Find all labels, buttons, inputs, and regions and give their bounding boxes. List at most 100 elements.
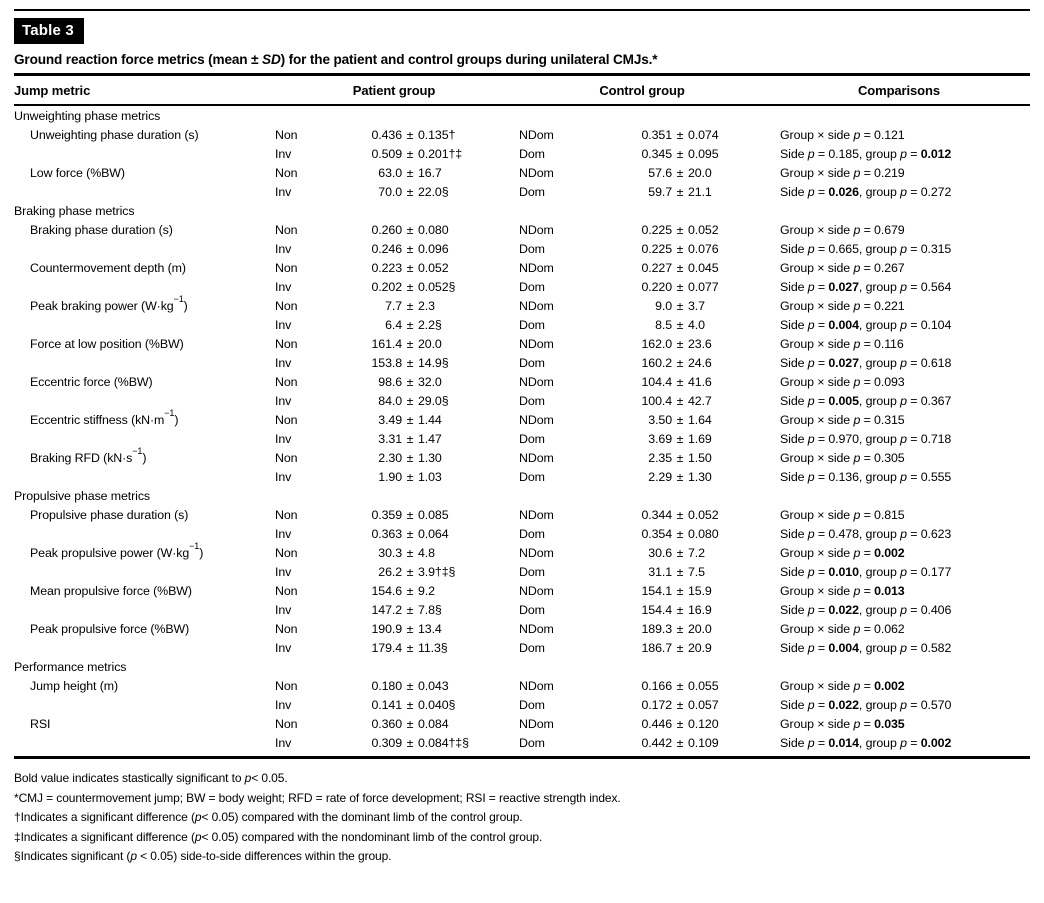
patient-value-cell: 0.360 ±0.084 <box>346 717 516 731</box>
value-sd: 24.6 <box>688 355 712 370</box>
patient-side-label: Inv <box>275 697 292 712</box>
value-mean: 0.246 <box>371 241 402 256</box>
patient-value-cell: 0.246 ±0.096 <box>346 242 516 256</box>
table-page: Table 3 Ground reaction force metrics (m… <box>0 9 1044 867</box>
metric-name: Eccentric stiffness (kN·m−1) <box>30 408 179 428</box>
value-sd: 1.30 <box>418 450 442 465</box>
control-side-label: Dom <box>519 697 545 712</box>
patient-value-cell: 161.4 ±20.0 <box>346 337 516 351</box>
plus-minus: ± <box>676 146 684 161</box>
control-side-label: Dom <box>519 241 545 256</box>
control-side-label: NDom <box>519 336 554 351</box>
metric-name: Braking phase duration (s) <box>30 222 173 237</box>
control-value-cell: 3.50 ±1.64 <box>608 413 768 427</box>
header-top-rule <box>14 73 1030 76</box>
patient-value-cell: 3.31 ±1.47 <box>346 432 516 446</box>
comparison-cell: Group × side p = 0.267 <box>780 260 905 275</box>
value-mean: 31.1 <box>648 564 672 579</box>
metric-name: Mean propulsive force (%BW) <box>30 583 192 598</box>
patient-value-cell: 0.180 ±0.043 <box>346 679 516 693</box>
value-mean: 3.49 <box>378 412 402 427</box>
value-sd: 0.120 <box>688 716 719 731</box>
comparison-cell: Side p = 0.665, group p = 0.315 <box>780 241 952 256</box>
plus-minus: ± <box>406 393 414 408</box>
value-sd: 20.0 <box>418 336 442 351</box>
plus-minus: ± <box>406 678 414 693</box>
control-side-label: Dom <box>519 469 545 484</box>
plus-minus: ± <box>676 184 684 199</box>
patient-side-label: Inv <box>275 317 292 332</box>
value-mean: 30.6 <box>648 545 672 560</box>
section-name: Performance metrics <box>14 659 127 674</box>
table-row: Inv 153.8 ±14.9§ Dom 160.2 ±24.6 Side p = 0.02… <box>14 353 1030 372</box>
metric-name: Peak propulsive power (W·kg−1) <box>30 541 204 561</box>
patient-value-cell: 7.7 ±2.3 <box>346 299 516 313</box>
patient-side-label: Inv <box>275 241 292 256</box>
value-sd: 1.30 <box>688 469 712 484</box>
table-row: RSI Non 0.360 ±0.084 NDom 0.446 ±0.120 Group × … <box>14 714 1030 733</box>
patient-side-label: Non <box>275 678 298 693</box>
table-row: Unweighting phase duration (s) Non 0.436 ±0… <box>14 125 1030 144</box>
value-sd: 0.064 <box>418 526 449 541</box>
control-side-label: Dom <box>519 317 545 332</box>
value-mean: 30.3 <box>378 545 402 560</box>
patient-side-label: Non <box>275 621 298 636</box>
value-sd: 0.077 <box>688 279 719 294</box>
comparison-cell: Side p = 0.185, group p = 0.012 <box>780 146 952 161</box>
control-value-cell: 154.4 ±16.9 <box>608 603 768 617</box>
value-mean: 0.436 <box>371 127 402 142</box>
table-row: Countermovement depth (m) Non 0.223 ±0.052 N… <box>14 258 1030 277</box>
section-name: Propulsive phase metrics <box>14 488 151 503</box>
control-side-label: NDom <box>519 298 554 313</box>
footnotes: Bold value indicates stastically signifi… <box>14 769 1030 867</box>
comparison-cell: Side p = 0.022, group p = 0.406 <box>780 602 952 617</box>
value-mean: 0.442 <box>641 735 672 750</box>
value-sd: 1.69 <box>688 431 712 446</box>
value-sd: 15.9 <box>688 583 712 598</box>
value-mean: 190.9 <box>371 621 402 636</box>
value-sd: 7.5 <box>688 564 705 579</box>
control-side-label: NDom <box>519 450 554 465</box>
patient-side-label: Inv <box>275 469 292 484</box>
plus-minus: ± <box>406 450 414 465</box>
control-value-cell: 0.344 ±0.052 <box>608 508 768 522</box>
metric-name: RSI <box>30 716 51 731</box>
value-mean: 0.446 <box>641 716 672 731</box>
comparison-cell: Group × side p = 0.002 <box>780 545 905 560</box>
table-row: Inv 0.202 ±0.052§ Dom 0.220 ±0.077 Side p = 0.… <box>14 277 1030 296</box>
control-side-label: NDom <box>519 716 554 731</box>
patient-side-label: Non <box>275 716 298 731</box>
value-mean: 0.180 <box>371 678 402 693</box>
column-header-row: Jump metric Patient group Control group … <box>14 76 1030 104</box>
value-sd: 2.3 <box>418 298 435 313</box>
value-mean: 0.351 <box>641 127 672 142</box>
value-mean: 59.7 <box>648 184 672 199</box>
control-side-label: Dom <box>519 735 545 750</box>
metric-name: Peak braking power (W·kg−1) <box>30 294 188 314</box>
value-sd: 0.109 <box>688 735 719 750</box>
value-mean: 3.69 <box>648 431 672 446</box>
plus-minus: ± <box>676 260 684 275</box>
plus-minus: ± <box>406 222 414 237</box>
control-side-label: NDom <box>519 165 554 180</box>
value-mean: 2.29 <box>648 469 672 484</box>
section-header-row: Performance metrics <box>14 657 1030 676</box>
plus-minus: ± <box>406 564 414 579</box>
title-text-tail: ) for the patient and control groups dur… <box>280 52 658 67</box>
value-mean: 154.6 <box>371 583 402 598</box>
patient-side-label: Non <box>275 583 298 598</box>
plus-minus: ± <box>676 469 684 484</box>
value-sd: 0.074 <box>688 127 719 142</box>
value-sd: 2.2§ <box>418 317 442 332</box>
control-value-cell: 0.225 ±0.076 <box>608 242 768 256</box>
comparison-cell: Group × side p = 0.305 <box>780 450 905 465</box>
table-row: Inv 0.509 ±0.201†‡ Dom 0.345 ±0.095 Side p = 0… <box>14 144 1030 163</box>
table-row: Braking phase duration (s) Non 0.260 ±0.080… <box>14 220 1030 239</box>
control-value-cell: 8.5 ±4.0 <box>608 318 768 332</box>
value-mean: 0.223 <box>371 260 402 275</box>
plus-minus: ± <box>406 317 414 332</box>
comparison-cell: Group × side p = 0.093 <box>780 374 905 389</box>
plus-minus: ± <box>676 336 684 351</box>
value-sd: 20.9 <box>688 640 712 655</box>
plus-minus: ± <box>406 127 414 142</box>
